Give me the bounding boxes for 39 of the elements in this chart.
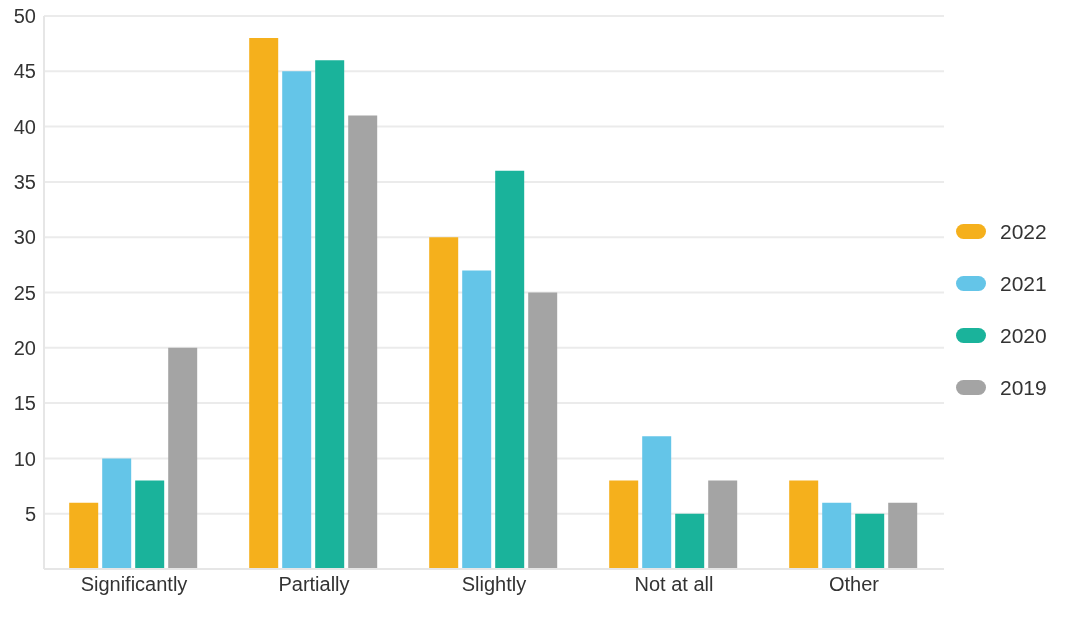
bar bbox=[282, 71, 312, 569]
y-tick-label: 45 bbox=[13, 60, 36, 83]
y-tick-label: 5 bbox=[24, 502, 36, 525]
bar bbox=[855, 513, 885, 569]
legend-label: 2020 bbox=[1000, 323, 1047, 348]
y-tick-label: 50 bbox=[13, 5, 36, 28]
x-tick-label: Not at all bbox=[634, 573, 714, 596]
y-tick-label: 20 bbox=[13, 336, 36, 359]
bar bbox=[888, 502, 918, 569]
y-tick-label: 35 bbox=[13, 171, 36, 193]
bar bbox=[528, 292, 558, 569]
bar bbox=[822, 502, 852, 569]
x-tick-label: Other bbox=[828, 573, 880, 596]
bar bbox=[315, 60, 345, 569]
y-tick-label: 15 bbox=[13, 392, 36, 415]
x-tick-label: Significantly bbox=[80, 573, 188, 596]
legend-label: 2019 bbox=[1000, 375, 1047, 400]
y-tick-label: 10 bbox=[13, 447, 36, 470]
legend-label: 2022 bbox=[1000, 219, 1047, 244]
x-tick-label: Partially bbox=[278, 573, 350, 596]
x-tick-label: Slightly bbox=[461, 573, 527, 596]
bar bbox=[135, 480, 165, 569]
bar bbox=[495, 170, 525, 569]
bar bbox=[609, 480, 639, 569]
bar bbox=[675, 513, 705, 569]
bar bbox=[348, 115, 378, 569]
y-tick-label: 25 bbox=[13, 281, 36, 304]
y-tick-label: 30 bbox=[13, 226, 36, 249]
bar bbox=[168, 347, 198, 569]
bar bbox=[462, 270, 492, 569]
bar bbox=[708, 480, 738, 569]
bar bbox=[429, 237, 459, 569]
legend-label: 2021 bbox=[1000, 271, 1047, 296]
bar bbox=[102, 458, 132, 569]
y-tick-label: 40 bbox=[13, 115, 36, 138]
bar bbox=[642, 436, 672, 569]
bar bbox=[69, 502, 99, 569]
bar bbox=[249, 38, 279, 569]
bar bbox=[789, 480, 819, 569]
